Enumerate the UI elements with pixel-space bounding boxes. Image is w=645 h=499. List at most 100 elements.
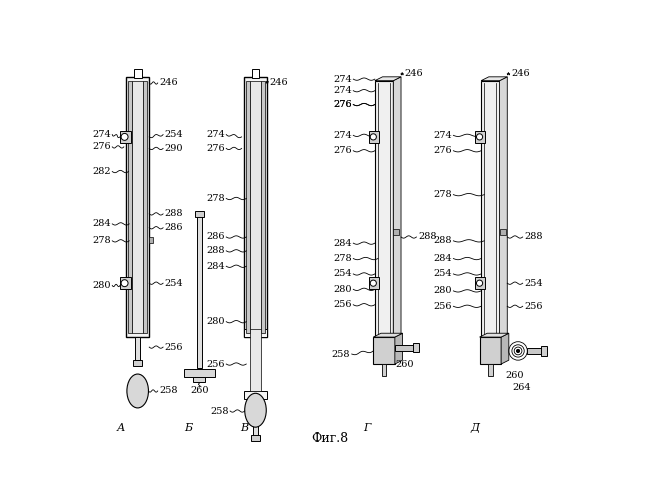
Text: 260: 260 xyxy=(190,387,208,396)
Text: 258: 258 xyxy=(159,387,178,396)
Circle shape xyxy=(477,134,482,140)
Bar xyxy=(251,435,260,441)
Text: 254: 254 xyxy=(164,130,183,139)
Bar xyxy=(193,377,206,382)
Circle shape xyxy=(517,349,520,352)
Text: 256: 256 xyxy=(433,302,452,311)
Text: Г: Г xyxy=(363,423,371,433)
Bar xyxy=(135,337,140,360)
Bar xyxy=(373,337,395,364)
Bar xyxy=(184,369,215,377)
Bar xyxy=(475,277,485,289)
Bar xyxy=(246,81,250,333)
Text: 278: 278 xyxy=(206,194,224,203)
Bar xyxy=(413,343,419,352)
Circle shape xyxy=(121,280,128,286)
Bar xyxy=(120,131,131,143)
Text: 288: 288 xyxy=(418,233,437,242)
Circle shape xyxy=(477,280,482,286)
Text: 258: 258 xyxy=(332,349,350,358)
Text: 276: 276 xyxy=(433,146,452,155)
Polygon shape xyxy=(375,77,401,81)
Bar xyxy=(133,360,143,366)
Text: 286: 286 xyxy=(206,233,224,242)
Text: 276: 276 xyxy=(333,146,352,155)
Text: 276: 276 xyxy=(206,144,224,153)
Polygon shape xyxy=(395,333,402,364)
Text: 284: 284 xyxy=(206,262,224,271)
Circle shape xyxy=(121,133,128,140)
Bar xyxy=(475,131,485,143)
Polygon shape xyxy=(393,77,401,337)
Text: В: В xyxy=(240,423,248,433)
Text: А: А xyxy=(117,423,125,433)
Bar xyxy=(143,81,147,333)
Bar xyxy=(120,277,131,289)
Text: 256: 256 xyxy=(164,343,183,352)
Bar xyxy=(395,345,414,351)
Text: 278: 278 xyxy=(92,237,111,246)
Text: 288: 288 xyxy=(206,247,224,255)
Text: 246: 246 xyxy=(159,78,178,87)
Ellipse shape xyxy=(127,374,148,408)
Bar xyxy=(500,229,506,235)
Text: 260: 260 xyxy=(505,371,524,380)
Text: 260: 260 xyxy=(395,360,414,369)
Bar xyxy=(250,329,261,391)
Bar xyxy=(382,364,386,376)
Text: 276: 276 xyxy=(333,100,352,109)
Text: 246: 246 xyxy=(511,69,530,78)
Text: 274: 274 xyxy=(206,130,224,139)
Bar xyxy=(481,81,500,337)
Bar xyxy=(250,81,261,333)
Bar xyxy=(541,346,548,356)
Text: 258: 258 xyxy=(210,407,228,416)
Text: 288: 288 xyxy=(164,210,183,219)
Text: 254: 254 xyxy=(524,278,543,288)
Text: 274: 274 xyxy=(433,131,452,140)
Text: 286: 286 xyxy=(164,223,183,232)
Text: 274: 274 xyxy=(333,131,352,140)
Text: 254: 254 xyxy=(433,269,452,278)
Text: 256: 256 xyxy=(206,360,224,369)
Bar xyxy=(253,399,258,437)
Bar xyxy=(134,69,141,78)
Text: 284: 284 xyxy=(92,220,111,229)
Text: 288: 288 xyxy=(433,237,452,246)
Text: 278: 278 xyxy=(333,254,352,263)
Text: 278: 278 xyxy=(433,190,452,199)
Text: 288: 288 xyxy=(524,233,542,242)
Polygon shape xyxy=(479,333,509,337)
Bar xyxy=(244,77,267,337)
Bar xyxy=(244,329,267,337)
Ellipse shape xyxy=(244,393,266,427)
Text: 254: 254 xyxy=(333,269,352,278)
Bar xyxy=(132,81,143,333)
Text: 246: 246 xyxy=(270,78,288,87)
Polygon shape xyxy=(481,77,507,81)
Bar xyxy=(369,277,379,289)
Circle shape xyxy=(370,280,377,286)
Bar xyxy=(149,237,153,243)
Bar xyxy=(126,77,149,337)
Text: 290: 290 xyxy=(164,144,183,153)
Text: 276: 276 xyxy=(333,100,352,109)
Text: 274: 274 xyxy=(333,75,352,84)
Text: Б: Б xyxy=(184,423,193,433)
Text: 274: 274 xyxy=(333,86,352,95)
Polygon shape xyxy=(501,333,509,364)
Text: 284: 284 xyxy=(333,239,352,248)
Polygon shape xyxy=(373,333,402,337)
Bar xyxy=(393,229,399,235)
Bar xyxy=(369,131,379,143)
Text: 264: 264 xyxy=(513,383,531,392)
Bar xyxy=(128,81,132,333)
Text: 256: 256 xyxy=(333,300,352,309)
Bar xyxy=(375,81,393,337)
Text: 256: 256 xyxy=(524,302,542,311)
Text: Фиг.8: Фиг.8 xyxy=(312,432,349,445)
Text: 276: 276 xyxy=(92,142,111,151)
Bar xyxy=(479,337,501,364)
Text: 280: 280 xyxy=(206,317,224,326)
Bar xyxy=(252,69,259,78)
